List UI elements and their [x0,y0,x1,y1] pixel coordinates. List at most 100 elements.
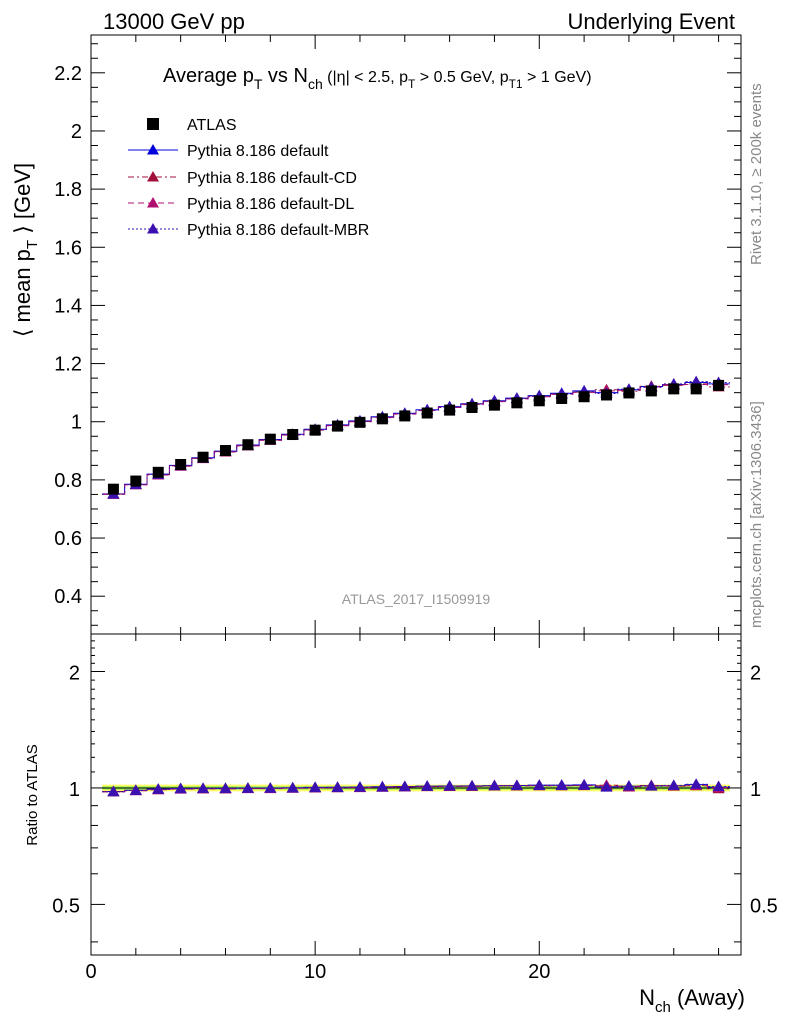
ratio-point [555,779,568,790]
ratio-y-tick-label: 1 [69,779,80,801]
ratio-point [309,781,322,793]
ratio-series-4 [102,778,730,797]
ratio-point [578,779,591,790]
legend-label: Pythia 8.186 default-CD [187,170,357,187]
ratio-plot-frame [90,633,742,956]
x-label-part2: (Away) [671,985,745,1010]
plot-title: Average pT vs Nch (|η| < 2.5, pT > 0.5 G… [163,65,592,92]
ratio-point [129,784,142,796]
atlas-point [287,429,299,441]
y-label-part2: ⟩ [GeV] [10,163,35,240]
atlas-point [690,383,702,395]
main-series-group [102,375,730,499]
analysis-watermark: ATLAS_2017_I1509919 [342,591,491,607]
atlas-point [601,389,613,401]
atlas-point [533,395,545,407]
ratio-point [667,779,680,790]
ratio-point [174,782,187,794]
ratio-point [331,781,344,792]
atlas-point [107,483,119,495]
atlas-point [645,385,657,397]
series-1 [102,376,730,499]
legend-marker-atlas [147,118,159,130]
y-axis-label: ⟨ mean pT ⟩ [GeV] [10,163,41,337]
mcplots-label: mcplots.cern.ch [arXiv:1306.3436] [748,401,765,628]
y-tick-label: 1.8 [54,179,82,201]
ratio-series-line [102,783,730,793]
title-sub4: T1 [509,77,523,91]
x-tick-label: 0 [85,961,96,983]
atlas-point [578,391,590,403]
title-part2: vs N [262,65,308,87]
legend-label: ATLAS [187,117,237,134]
ratio-point [712,780,725,791]
ratio-point [443,780,456,791]
legend-marker [147,197,159,208]
atlas-point [219,445,231,457]
title-sub1: T [254,76,263,92]
ratio-point [152,783,165,794]
ratio-point [376,780,389,792]
series-0 [107,379,725,495]
series-4 [102,375,730,499]
legend-label: Pythia 8.186 default-MBR [187,222,369,239]
atlas-point [488,399,500,411]
legend: ATLAS Pythia 8.186 default Pythia 8.186 de… [128,117,369,239]
atlas-point [332,420,344,432]
title-sub3: T [408,77,416,91]
ratio-point [510,779,523,791]
ratio-point [219,782,232,794]
title-part3: (|η| < 2.5, p [323,69,408,86]
atlas-point [399,410,411,422]
ratio-point [286,781,299,793]
ratio-point [398,780,411,792]
atlas-point [444,404,456,416]
ratio-y-tick-label-right: 0.5 [750,895,778,917]
atlas-point [556,392,568,404]
y-tick-label: 1.4 [54,295,82,317]
ratio-point [466,780,479,791]
x-label-part1: N [639,985,655,1010]
legend-marker [147,144,159,155]
header-left: 13000 GeV pp [103,9,245,34]
y-label-part1: ⟨ mean p [10,249,35,337]
title-sub2: ch [308,76,323,92]
x-tick-label: 10 [304,961,326,983]
ratio-y-tick-label-right: 1 [750,779,761,801]
atlas-point [130,475,142,487]
ratio-point [600,781,613,792]
header-right: Underlying Event [567,9,735,34]
y-tick-label: 1.2 [54,354,82,376]
x-tick-label: 20 [528,961,550,983]
atlas-point [623,387,635,399]
y-tick-label: 1 [71,412,82,434]
axes: 0 10 20 0.4 0.6 0.8 1 1.2 1.4 1.6 1.8 2 2.2 0.5 0.5 1 1 2… [52,35,778,983]
ratio-point [197,782,210,794]
ratio-point [533,779,546,790]
title-part5: > 1 GeV) [523,69,592,86]
atlas-point [376,413,388,425]
atlas-point [421,407,433,419]
ratio-y-tick-label-right: 2 [750,662,761,684]
y-tick-label: 0.6 [54,528,82,550]
atlas-point [175,458,187,470]
atlas-point [197,451,209,463]
atlas-point [264,433,276,445]
legend-label: Pythia 8.186 default-DL [187,196,354,213]
atlas-point [242,439,254,451]
legend-marker [147,171,159,182]
rivet-label: Rivet 3.1.10, ≥ 200k events [748,83,765,265]
ratio-point [241,782,254,793]
series-line [102,383,730,495]
ratio-point [421,780,434,791]
title-part4: > 0.5 GeV, p [415,69,508,86]
atlas-point [713,379,725,391]
y-label-sub: T [24,240,41,249]
ratio-point [353,781,366,792]
ratio-point [622,779,635,791]
atlas-point [309,424,321,436]
ratio-y-tick-label: 2 [69,662,80,684]
series-2 [102,377,730,499]
atlas-point [152,466,164,478]
